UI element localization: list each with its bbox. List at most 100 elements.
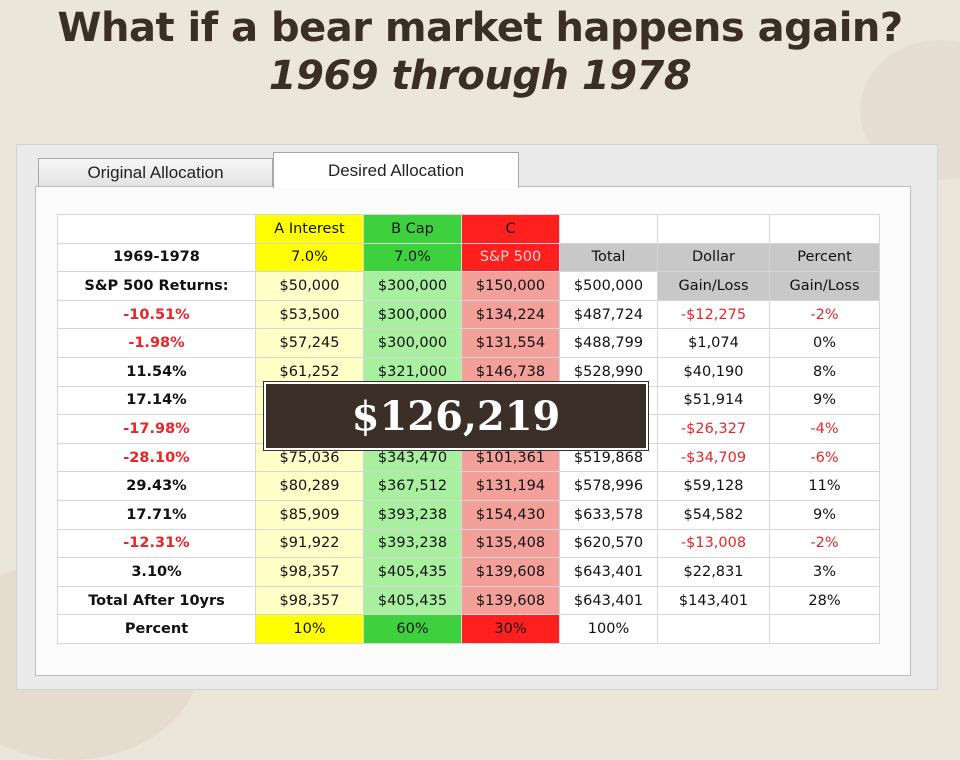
header-cell: S&P 500 bbox=[461, 242, 560, 273]
table-cell: $131,554 bbox=[461, 328, 560, 358]
percent-cell: 30% bbox=[461, 614, 560, 644]
total-cell: Total After 10yrs bbox=[57, 585, 256, 616]
return-cell: 3.10% bbox=[57, 557, 256, 587]
header-cell: $50,000 bbox=[255, 271, 364, 301]
return-cell: -28.10% bbox=[57, 442, 256, 473]
tab-original-allocation[interactable]: Original Allocation bbox=[38, 158, 273, 186]
table-cell: -4% bbox=[769, 414, 880, 444]
table-cell: $80,289 bbox=[255, 471, 364, 501]
table-cell: $53,500 bbox=[255, 299, 364, 330]
table-cell: $134,224 bbox=[461, 299, 560, 330]
table-cell: $321,000 bbox=[363, 356, 462, 387]
percent-cell bbox=[769, 614, 880, 644]
header-cell: $300,000 bbox=[363, 271, 462, 301]
total-cell: $98,357 bbox=[255, 585, 364, 616]
slide-title: What if a bear market happens again? 196… bbox=[0, 4, 960, 100]
table-cell: -2% bbox=[769, 528, 880, 559]
header-cell: 1969-1978 bbox=[57, 242, 256, 273]
table-cell: 8% bbox=[769, 356, 880, 387]
total-cell: 28% bbox=[769, 585, 880, 616]
table-cell: $91,922 bbox=[255, 528, 364, 559]
header-cell: C bbox=[461, 214, 560, 244]
table-cell: $98,357 bbox=[255, 557, 364, 587]
header-cell bbox=[57, 214, 256, 244]
header-cell bbox=[769, 214, 880, 244]
table-cell: $139,608 bbox=[461, 557, 560, 587]
table-cell: $22,831 bbox=[657, 557, 770, 587]
highlight-callout: $126,219 bbox=[264, 382, 648, 450]
header-row-starting-values: S&P 500 Returns: $50,000 $300,000 $150,0… bbox=[57, 271, 880, 301]
table-cell: -$34,709 bbox=[657, 442, 770, 473]
header-cell: S&P 500 Returns: bbox=[57, 271, 256, 301]
table-row: 17.71% $85,909 $393,238 $154,430 $633,578 $54… bbox=[57, 499, 880, 530]
table-cell: $393,238 bbox=[363, 499, 462, 530]
table-row: -10.51% $53,500 $300,000 $134,224 $487,724 -$… bbox=[57, 299, 880, 330]
table-cell: 0% bbox=[769, 328, 880, 358]
header-cell: Dollar bbox=[657, 242, 770, 273]
tab-desired-allocation[interactable]: Desired Allocation bbox=[273, 152, 519, 188]
return-cell: 29.43% bbox=[57, 471, 256, 501]
table-cell: 9% bbox=[769, 385, 880, 416]
header-cell: Gain/Loss bbox=[769, 271, 880, 301]
header-cell: $500,000 bbox=[559, 271, 658, 301]
total-cell: $143,401 bbox=[657, 585, 770, 616]
table-cell: $300,000 bbox=[363, 328, 462, 358]
header-cell: 7.0% bbox=[255, 242, 364, 273]
table-cell: $633,578 bbox=[559, 499, 658, 530]
callout-value: $126,219 bbox=[351, 392, 561, 440]
table-cell: -$13,008 bbox=[657, 528, 770, 559]
percent-cell: Percent bbox=[57, 614, 256, 644]
table-cell: $488,799 bbox=[559, 328, 658, 358]
table-cell: $578,996 bbox=[559, 471, 658, 501]
percent-cell: 10% bbox=[255, 614, 364, 644]
return-cell: 17.14% bbox=[57, 385, 256, 416]
title-line-1: What if a bear market happens again? bbox=[57, 5, 903, 51]
table-cell: 11% bbox=[769, 471, 880, 501]
header-cell: 7.0% bbox=[363, 242, 462, 273]
table-cell: $300,000 bbox=[363, 299, 462, 330]
tab-label: Original Allocation bbox=[87, 162, 224, 182]
table-cell: $85,909 bbox=[255, 499, 364, 530]
table-cell: $1,074 bbox=[657, 328, 770, 358]
table-row: 29.43% $80,289 $367,512 $131,194 $578,996 $59… bbox=[57, 471, 880, 501]
table-cell: $367,512 bbox=[363, 471, 462, 501]
table-row: 3.10% $98,357 $405,435 $139,608 $643,401 $22,… bbox=[57, 557, 880, 587]
return-cell: 11.54% bbox=[57, 356, 256, 387]
table-cell: $61,252 bbox=[255, 356, 364, 387]
table-cell: $57,245 bbox=[255, 328, 364, 358]
table-cell: $59,128 bbox=[657, 471, 770, 501]
total-cell: $139,608 bbox=[461, 585, 560, 616]
table-cell: $620,570 bbox=[559, 528, 658, 559]
table-cell: $393,238 bbox=[363, 528, 462, 559]
header-cell: B Cap bbox=[363, 214, 462, 244]
percent-cell bbox=[657, 614, 770, 644]
table-cell: $40,190 bbox=[657, 356, 770, 387]
table-cell: $54,582 bbox=[657, 499, 770, 530]
total-cell: $643,401 bbox=[559, 585, 658, 616]
table-row: -12.31% $91,922 $393,238 $135,408 $620,570 -$… bbox=[57, 528, 880, 559]
header-row-fund-names: A Interest B Cap C bbox=[57, 214, 880, 244]
header-cell bbox=[559, 214, 658, 244]
header-cell: $150,000 bbox=[461, 271, 560, 301]
header-cell: Percent bbox=[769, 242, 880, 273]
table-cell: $154,430 bbox=[461, 499, 560, 530]
table-cell: 3% bbox=[769, 557, 880, 587]
percent-cell: 100% bbox=[559, 614, 658, 644]
return-cell: -1.98% bbox=[57, 328, 256, 358]
return-cell: -17.98% bbox=[57, 414, 256, 444]
header-cell: Gain/Loss bbox=[657, 271, 770, 301]
header-cell: A Interest bbox=[255, 214, 364, 244]
header-cell: Total bbox=[559, 242, 658, 273]
table-cell: $487,724 bbox=[559, 299, 658, 330]
total-cell: $405,435 bbox=[363, 585, 462, 616]
header-cell bbox=[657, 214, 770, 244]
table-cell: $405,435 bbox=[363, 557, 462, 587]
tab-label: Desired Allocation bbox=[327, 160, 465, 180]
title-line-2: 1969 through 1978 bbox=[268, 53, 692, 99]
table-cell: -$26,327 bbox=[657, 414, 770, 444]
return-cell: 17.71% bbox=[57, 499, 256, 530]
table-cell: -$12,275 bbox=[657, 299, 770, 330]
table-cell: $135,408 bbox=[461, 528, 560, 559]
table-cell: $528,990 bbox=[559, 356, 658, 387]
table-cell: $643,401 bbox=[559, 557, 658, 587]
